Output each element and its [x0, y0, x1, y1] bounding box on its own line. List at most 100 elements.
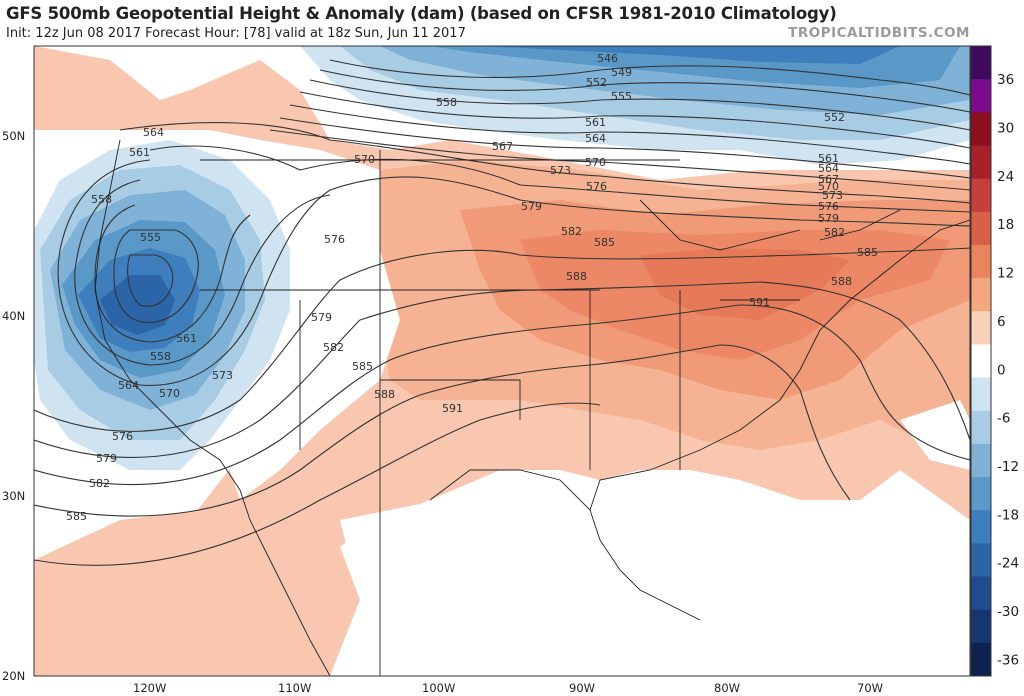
neutral-areas — [230, 250, 970, 676]
lat-label-20n: 20N — [2, 669, 25, 683]
lon-label-100w: 100W — [422, 681, 455, 695]
colorbar-label: 12 — [997, 266, 1014, 282]
colorbar-segment — [971, 510, 991, 544]
colorbar-segment — [971, 477, 991, 511]
contour-label: 561 — [818, 152, 839, 165]
colorbar-segment — [971, 642, 991, 677]
positive-anomaly-shading — [34, 46, 970, 676]
map-field — [34, 46, 970, 676]
colorbar-label: 6 — [997, 314, 1006, 330]
colorbar-label: -24 — [997, 556, 1019, 572]
lon-label-80w: 80W — [714, 681, 740, 695]
contour-label: 573 — [822, 189, 843, 202]
contour-label: 591 — [442, 402, 463, 415]
brand-watermark: TROPICALTIDBITS.COM — [788, 25, 970, 41]
contour-label: 576 — [818, 200, 839, 213]
contour-label: 555 — [140, 231, 161, 244]
contour-label: 579 — [311, 311, 332, 324]
colorbar-label: 30 — [997, 121, 1014, 137]
contour-label: 567 — [818, 173, 839, 186]
colorbar-label: -6 — [997, 411, 1010, 427]
colorbar-segment — [971, 543, 991, 578]
contour-label: 546 — [597, 52, 618, 65]
colorbar-label: 24 — [997, 169, 1014, 185]
lat-label-30n: 30N — [2, 489, 25, 503]
contour-label: 552 — [586, 76, 607, 89]
lat-label-40n: 40N — [2, 309, 25, 323]
colorbar-segment — [971, 311, 991, 345]
height-contours — [34, 59, 970, 566]
colorbar-label: 0 — [997, 362, 1006, 378]
lon-label-110w: 110W — [278, 681, 311, 695]
contour-label: 576 — [324, 233, 345, 246]
colorbar-segment — [971, 278, 991, 312]
contour-label: 579 — [521, 200, 542, 213]
contour-label: 564 — [143, 126, 164, 139]
colorbar-label: -36 — [997, 652, 1019, 668]
contour-label: 561 — [129, 146, 150, 159]
colorbar-segment — [971, 344, 991, 379]
contour-label: 558 — [91, 193, 112, 206]
lat-label-50n: 50N — [2, 129, 25, 143]
colorbar: 36 30 24 18 12 6 0 -6 -12 -18 -24 -30 -36 — [970, 45, 1019, 677]
contour-label: 585 — [352, 360, 373, 373]
colorbar-label: -12 — [997, 459, 1019, 475]
longitude-labels: 120W 110W 100W 90W 80W 70W — [133, 681, 883, 695]
colorbar-segment — [971, 576, 991, 611]
colorbar-segment — [971, 377, 991, 412]
colorbar-label: -30 — [997, 604, 1019, 620]
contour-label: 585 — [857, 246, 878, 259]
contour-labels: 564 561 558 555 558 561 564 570 573 576 … — [66, 52, 878, 523]
contour-label: 564 — [118, 379, 139, 392]
contour-label: 558 — [436, 96, 457, 109]
contour-label: 582 — [323, 341, 344, 354]
contour-label: 573 — [550, 164, 571, 177]
colorbar-segment — [971, 46, 991, 80]
lon-label-120w: 120W — [133, 681, 166, 695]
contour-label: 558 — [150, 350, 171, 363]
colorbar-segment — [971, 609, 991, 644]
contour-label: 561 — [585, 116, 606, 129]
lon-label-90w: 90W — [569, 681, 595, 695]
contour-label: 570 — [159, 387, 180, 400]
boundaries — [94, 139, 970, 676]
colorbar-segment — [971, 244, 991, 279]
colorbar-frame — [970, 45, 992, 677]
northern-trough-shading — [300, 46, 970, 165]
contour-label: 588 — [831, 275, 852, 288]
contour-label: 579 — [96, 452, 117, 465]
lon-label-70w: 70W — [857, 681, 883, 695]
contour-label: 582 — [824, 226, 845, 239]
contour-label: 570 — [354, 153, 375, 166]
contour-label: 570 — [818, 180, 839, 193]
contour-label: 588 — [566, 270, 587, 283]
map-title: GFS 500mb Geopotential Height & Anomaly … — [6, 4, 837, 23]
contour-label: 564 — [585, 132, 606, 145]
contour-label: 582 — [561, 225, 582, 238]
colorbar-segment — [971, 410, 991, 445]
contour-label: 576 — [112, 430, 133, 443]
contour-label: 588 — [374, 388, 395, 401]
contour-label: 561 — [176, 332, 197, 345]
contour-label: 591 — [749, 296, 770, 309]
contour-label: 585 — [66, 510, 87, 523]
contour-label: 552 — [824, 111, 845, 124]
colorbar-segment — [971, 178, 991, 213]
colorbar-label: -18 — [997, 507, 1019, 523]
contour-label: 570 — [585, 156, 606, 169]
colorbar-segment — [971, 79, 991, 113]
latitude-labels: 50N 40N 30N 20N — [2, 129, 25, 683]
contour-label: 555 — [611, 90, 632, 103]
contour-label: 564 — [818, 162, 839, 175]
contour-label: 549 — [611, 66, 632, 79]
contour-label: 582 — [89, 477, 110, 490]
colorbar-segment — [971, 145, 991, 180]
contour-label: 585 — [594, 236, 615, 249]
colorbar-label: 18 — [997, 217, 1014, 233]
colorbar-segment — [971, 112, 991, 146]
map-subtitle: Init: 12z Jun 08 2017 Forecast Hour: [78… — [6, 26, 466, 41]
contour-label: 576 — [586, 180, 607, 193]
colorbar-label: 36 — [997, 72, 1014, 88]
colorbar-segment — [971, 211, 991, 246]
